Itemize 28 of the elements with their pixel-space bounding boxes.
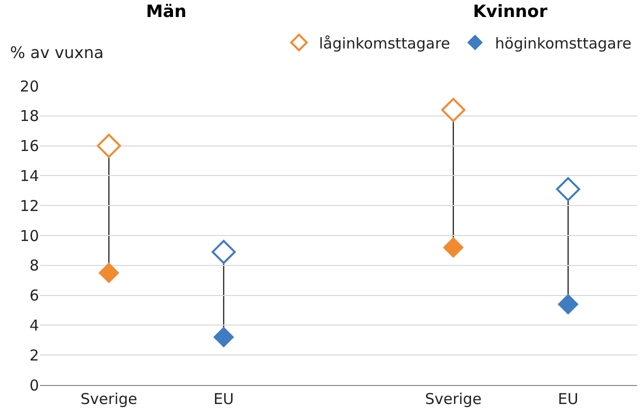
y-tick-label: 18 bbox=[20, 107, 39, 126]
text: Kvinnor bbox=[473, 2, 548, 22]
y-tick-label: 20 bbox=[20, 77, 39, 96]
y-tick-label: 16 bbox=[20, 137, 39, 156]
y-tick-label: 2 bbox=[29, 346, 39, 364]
y-tick-label: 4 bbox=[29, 316, 39, 334]
point bbox=[212, 240, 236, 264]
point bbox=[556, 177, 580, 202]
y-axis-title: % av vuxna bbox=[10, 43, 104, 62]
y-tick-label: 10 bbox=[20, 226, 39, 245]
point bbox=[213, 326, 234, 348]
x-tick-label: Sverige bbox=[424, 390, 482, 408]
x-tick-label: EU bbox=[213, 390, 234, 408]
point bbox=[558, 294, 579, 315]
legend-label: höginkomsttagare bbox=[495, 34, 632, 52]
point bbox=[442, 237, 464, 258]
y-tick-label: 6 bbox=[29, 286, 39, 305]
y-tick-label: 12 bbox=[20, 196, 39, 215]
point bbox=[441, 98, 466, 122]
legend-label: låginkomsttagare bbox=[319, 34, 450, 52]
point bbox=[98, 262, 120, 284]
x-tick-label: EU bbox=[558, 390, 578, 408]
x-tick-label: Sverige bbox=[80, 390, 138, 408]
y-tick-label: 8 bbox=[29, 256, 39, 275]
y-tick-label: 0 bbox=[29, 376, 39, 394]
text: Män bbox=[146, 2, 186, 22]
point bbox=[96, 134, 121, 158]
y-tick-label: 14 bbox=[20, 166, 39, 185]
